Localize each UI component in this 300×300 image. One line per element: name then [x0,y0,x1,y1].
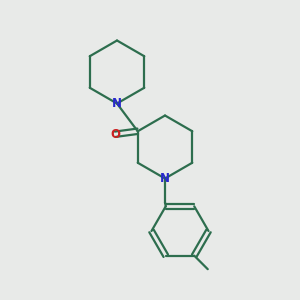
Text: N: N [112,97,122,110]
Text: O: O [110,128,120,141]
Text: N: N [160,172,170,185]
